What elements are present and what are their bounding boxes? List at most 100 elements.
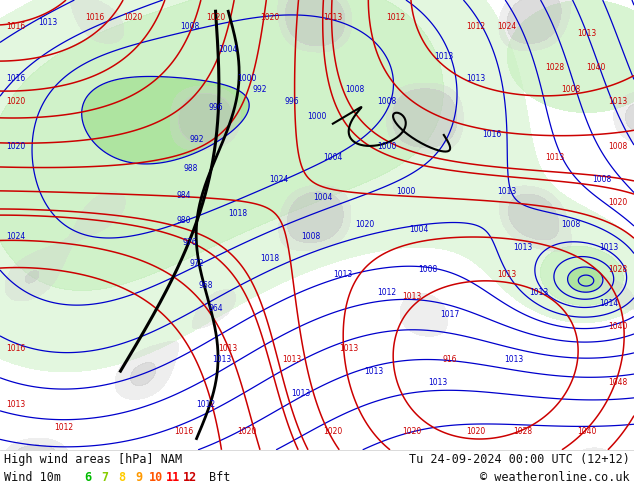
Text: 916: 916 bbox=[443, 355, 457, 365]
Text: 1020: 1020 bbox=[403, 427, 422, 436]
Text: 1013: 1013 bbox=[498, 187, 517, 196]
Text: 1013: 1013 bbox=[333, 270, 352, 279]
Text: 1008: 1008 bbox=[561, 85, 580, 95]
Text: 1040: 1040 bbox=[586, 63, 605, 72]
Text: 1013: 1013 bbox=[339, 344, 358, 353]
Text: 1013: 1013 bbox=[529, 288, 548, 297]
Text: 1020: 1020 bbox=[323, 427, 342, 436]
Text: Tu 24-09-2024 00:00 UTC (12+12): Tu 24-09-2024 00:00 UTC (12+12) bbox=[409, 453, 630, 466]
Text: 1012: 1012 bbox=[466, 23, 485, 31]
Text: 1004: 1004 bbox=[409, 225, 428, 234]
Text: 1020: 1020 bbox=[238, 427, 257, 436]
Text: 976: 976 bbox=[183, 239, 198, 247]
Text: 1028: 1028 bbox=[545, 63, 564, 72]
Text: 972: 972 bbox=[190, 259, 204, 268]
Text: 1020: 1020 bbox=[355, 220, 374, 229]
Text: 1016: 1016 bbox=[6, 74, 25, 83]
Text: 1013: 1013 bbox=[292, 389, 311, 398]
Text: 1020: 1020 bbox=[6, 142, 25, 151]
Text: 1008: 1008 bbox=[593, 175, 612, 184]
Text: 1020: 1020 bbox=[609, 198, 628, 207]
Text: 1000: 1000 bbox=[396, 187, 415, 196]
Text: 1018: 1018 bbox=[228, 209, 247, 218]
Text: 1016: 1016 bbox=[174, 427, 193, 436]
Text: 1008: 1008 bbox=[561, 220, 580, 229]
Text: 1004: 1004 bbox=[323, 153, 342, 162]
Text: 1017: 1017 bbox=[441, 310, 460, 319]
Text: 1013: 1013 bbox=[577, 29, 596, 38]
Text: © weatheronline.co.uk: © weatheronline.co.uk bbox=[481, 471, 630, 485]
Text: 1008: 1008 bbox=[377, 97, 396, 106]
Text: 1000: 1000 bbox=[307, 112, 327, 122]
Text: 980: 980 bbox=[177, 216, 191, 225]
Text: 984: 984 bbox=[177, 191, 191, 200]
Text: 1020: 1020 bbox=[124, 14, 143, 23]
Text: 11: 11 bbox=[166, 471, 180, 485]
Text: 988: 988 bbox=[183, 164, 197, 173]
Text: 964: 964 bbox=[208, 304, 223, 313]
Text: 968: 968 bbox=[199, 281, 213, 290]
Text: 1012: 1012 bbox=[377, 288, 396, 297]
Text: 1008: 1008 bbox=[181, 23, 200, 31]
Text: 1016: 1016 bbox=[86, 14, 105, 23]
Text: 1004: 1004 bbox=[314, 194, 333, 202]
Text: 1024: 1024 bbox=[6, 232, 25, 241]
Text: 1024: 1024 bbox=[498, 23, 517, 31]
Text: 1016: 1016 bbox=[6, 344, 25, 353]
Text: 1008: 1008 bbox=[418, 266, 437, 274]
Text: 1013: 1013 bbox=[504, 355, 523, 365]
Text: 1004: 1004 bbox=[219, 45, 238, 54]
Text: 1014: 1014 bbox=[599, 299, 618, 308]
Text: 996: 996 bbox=[284, 97, 299, 106]
Text: 992: 992 bbox=[190, 135, 204, 144]
Text: 8: 8 bbox=[119, 471, 126, 485]
Text: 1016: 1016 bbox=[6, 23, 25, 31]
Text: 1013: 1013 bbox=[212, 355, 231, 365]
Text: 1013: 1013 bbox=[545, 153, 564, 162]
Text: Wind 10m: Wind 10m bbox=[4, 471, 61, 485]
Text: 6: 6 bbox=[84, 471, 91, 485]
Text: 1028: 1028 bbox=[514, 427, 533, 436]
Text: 1013: 1013 bbox=[466, 74, 485, 83]
Text: 1013: 1013 bbox=[282, 355, 301, 365]
Text: 9: 9 bbox=[136, 471, 143, 485]
Text: 1013: 1013 bbox=[609, 97, 628, 106]
Text: High wind areas [hPa] NAM: High wind areas [hPa] NAM bbox=[4, 453, 182, 466]
Text: 1012: 1012 bbox=[197, 400, 216, 409]
Text: 1013: 1013 bbox=[428, 378, 447, 387]
Text: 1013: 1013 bbox=[323, 14, 342, 23]
Text: 1013: 1013 bbox=[6, 400, 25, 409]
Text: 1012: 1012 bbox=[387, 14, 406, 23]
Text: 1020: 1020 bbox=[466, 427, 485, 436]
Text: 1008: 1008 bbox=[346, 85, 365, 95]
Text: 10: 10 bbox=[149, 471, 163, 485]
Text: 1008: 1008 bbox=[609, 142, 628, 151]
Text: 1020: 1020 bbox=[260, 14, 279, 23]
Text: 1000: 1000 bbox=[238, 74, 257, 83]
Text: 1008: 1008 bbox=[301, 232, 320, 241]
Text: 1013: 1013 bbox=[403, 293, 422, 301]
Text: 1013: 1013 bbox=[219, 344, 238, 353]
Text: 1020: 1020 bbox=[6, 97, 25, 106]
Text: 1020: 1020 bbox=[206, 14, 225, 23]
Text: 1028: 1028 bbox=[609, 266, 628, 274]
Text: 992: 992 bbox=[253, 85, 267, 95]
Text: 7: 7 bbox=[101, 471, 108, 485]
Text: 1013: 1013 bbox=[498, 270, 517, 279]
Text: 1013: 1013 bbox=[514, 243, 533, 252]
Text: Bft: Bft bbox=[209, 471, 230, 485]
Text: 1018: 1018 bbox=[260, 254, 279, 263]
Text: 1024: 1024 bbox=[269, 175, 288, 184]
Text: 996: 996 bbox=[208, 103, 223, 113]
Text: 1016: 1016 bbox=[482, 130, 501, 140]
Text: 1040: 1040 bbox=[609, 321, 628, 331]
Text: 1048: 1048 bbox=[609, 378, 628, 387]
Text: 1013: 1013 bbox=[365, 367, 384, 376]
Text: 1000: 1000 bbox=[377, 142, 396, 151]
Text: 1012: 1012 bbox=[54, 423, 73, 432]
Text: 1013: 1013 bbox=[434, 52, 453, 61]
Text: 1013: 1013 bbox=[38, 18, 57, 27]
Text: 12: 12 bbox=[183, 471, 197, 485]
Text: 1040: 1040 bbox=[577, 427, 596, 436]
Text: 1013: 1013 bbox=[599, 243, 618, 252]
